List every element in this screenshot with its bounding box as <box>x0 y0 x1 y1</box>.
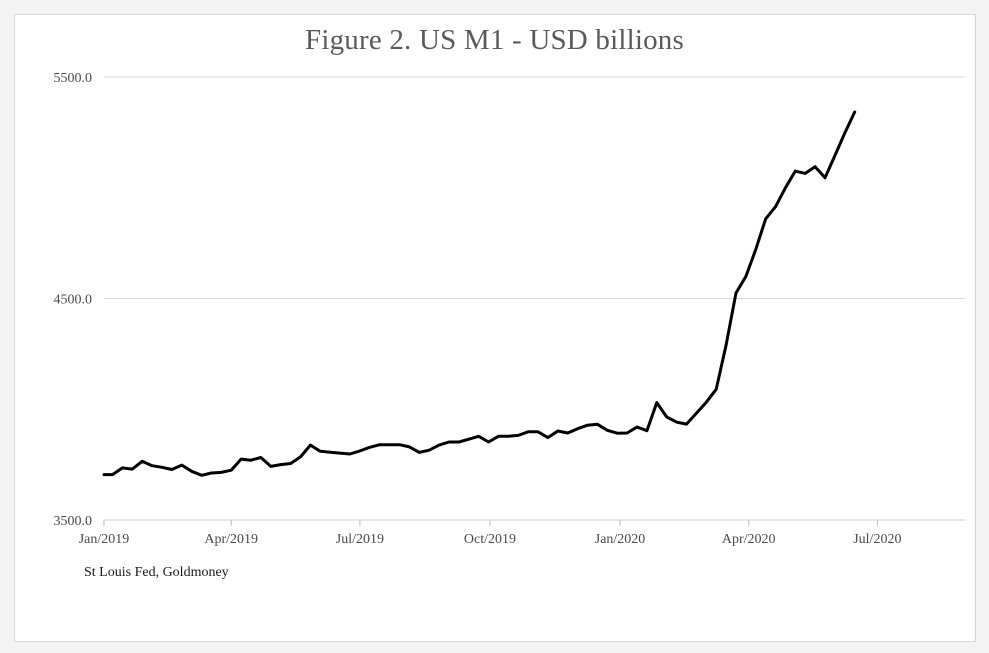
series-line <box>102 110 857 477</box>
x-tick-label: Jul/2019 <box>336 532 384 547</box>
x-tick-label: Oct/2019 <box>464 532 516 547</box>
source-note: St Louis Fed, Goldmoney <box>84 565 229 580</box>
x-axis <box>103 519 965 526</box>
x-tick-label: Apr/2020 <box>722 532 776 547</box>
gridlines <box>104 76 965 299</box>
series-layer <box>102 110 857 477</box>
y-tick-label: 4500.0 <box>54 293 93 308</box>
x-tick-labels: Jan/2019 Apr/2019 Jul/2019 Oct/2019 Jan/2020… <box>79 532 902 547</box>
x-tick-label: Jan/2019 <box>79 532 130 547</box>
x-tick-label: Jul/2020 <box>853 532 901 547</box>
chart-title: Figure 2. US M1 - USD billions <box>304 24 684 56</box>
x-tick-label: Apr/2019 <box>204 532 258 547</box>
x-tick-label: Jan/2020 <box>595 532 646 547</box>
y-tick-label: 3500.0 <box>54 514 93 529</box>
y-tick-labels: 3500.0 4500.0 5500.0 <box>54 71 93 529</box>
chart-frame <box>14 14 976 642</box>
y-tick-label: 5500.0 <box>54 71 93 86</box>
